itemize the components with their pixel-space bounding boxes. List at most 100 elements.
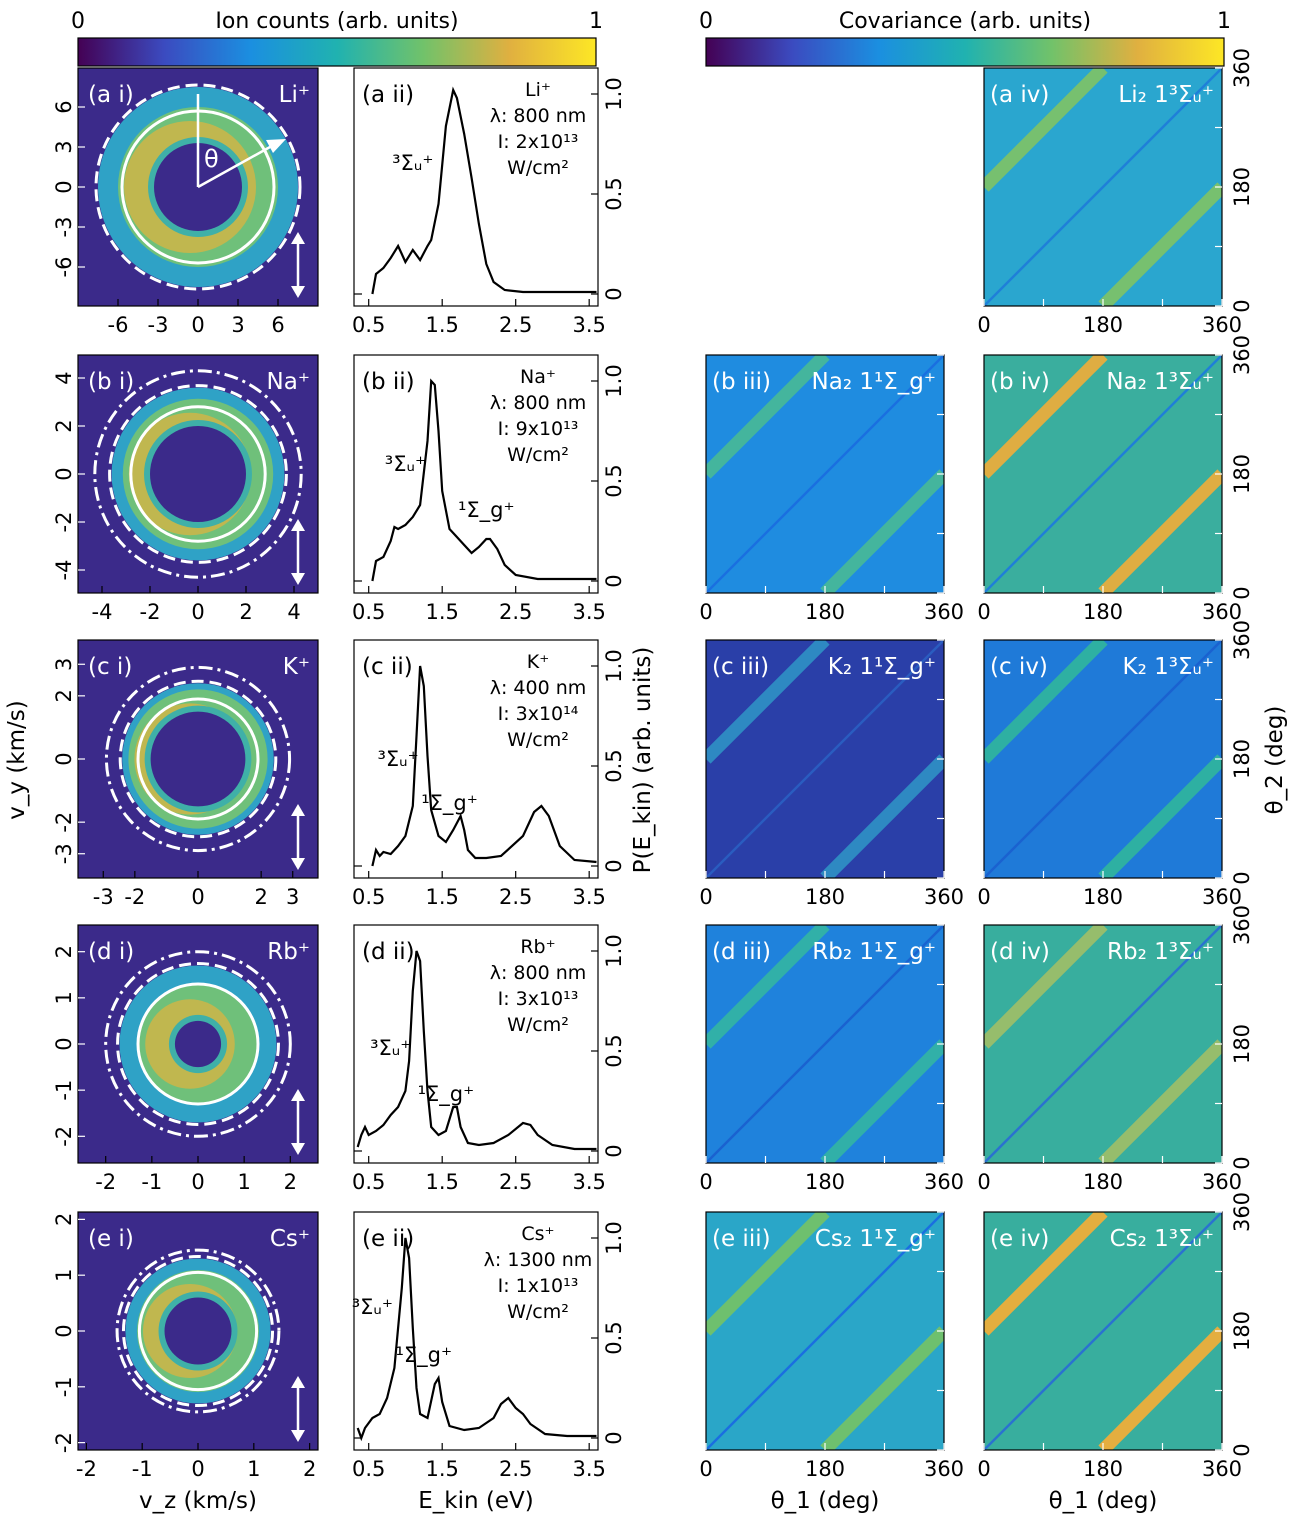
panel-label: (c iv) [990,654,1048,680]
spectrum-unit: W/cm² [507,1014,569,1036]
ion-label: Li⁺ [279,82,310,108]
p-tick-label: 1.0 [602,934,626,967]
cov-features [984,640,1222,878]
cov-colorbar-max: 1 [1217,9,1231,34]
cov-features [984,1212,1222,1450]
theta2-tick-label: 360 [1230,620,1254,660]
vz-tick-label: 0 [191,885,204,909]
theta1-tick-label: 180 [805,885,845,909]
ion-colorbar-max: 1 [589,9,603,34]
vz-tick-label: 4 [287,600,300,624]
cov-upper-band [984,640,1108,764]
vz-tick-label: 2 [254,885,267,909]
vmi-dashed-circle [108,384,288,564]
cov-lower-band [820,1326,944,1450]
spectrum-ion: Cs⁺ [521,1223,554,1245]
spectrum-wavelength: λ: 800 nm [490,105,587,127]
spectrum-unit: W/cm² [507,1301,569,1323]
theta1-axis-label-iii: θ_1 (deg) [771,1488,880,1514]
state-label: Li₂ 1³Σᵤ⁺ [1118,82,1214,108]
ekin-tick-label: 1.5 [425,313,458,337]
cov-lower-band [820,1039,944,1163]
arrow-head-up [291,232,305,244]
cov-iii-d: 0 180 360 (d iii) Rb₂ 1¹Σ_g⁺ [699,924,964,1194]
vz-tick-label: 0 [191,313,204,337]
cov-diagonal [706,1212,944,1450]
cov-colorbar-label: Covariance (arb. units) [839,9,1091,34]
vmi-dashdot-circle [115,1248,281,1414]
vy-tick-label: 0 [52,752,76,765]
panel-label: (e iv) [990,1226,1049,1252]
vy-axis-label: v_y (km/s) [4,700,30,819]
ekin-tick-label: 2.5 [499,1457,532,1481]
cov-upper-band [706,640,830,764]
spectrum-wavelength: λ: 400 nm [490,677,587,699]
vy-tick-label: -1 [52,1376,76,1397]
spectrum-e: 0.5 1.5 2.5 3.5 0 0.5 1.0 (e ii) Cs⁺ λ: 1300 nm I:… [352,1211,626,1481]
p-tick-label: 0 [602,287,626,300]
theta1-tick-label: 180 [1083,600,1123,624]
vmi-solid-circle [136,982,260,1106]
vz-tick-label: -6 [108,313,129,337]
vy-tick-label: -3 [52,843,76,864]
vz-tick-label: -1 [141,1170,162,1194]
spectrum-wavelength: λ: 800 nm [490,962,587,984]
theta1-tick-label: 180 [805,1170,845,1194]
peak-label: ¹Σ_g⁺ [418,1082,475,1107]
ion-label: K⁺ [283,654,310,680]
vmi-dashdot-circle [104,665,292,853]
vy-tick-label: -1 [52,1080,76,1101]
theta1-tick-label: 0 [699,1457,712,1481]
p-tick-label: 0 [602,1144,626,1157]
panel-label: (d i) [88,939,134,965]
spectrum-line [371,665,597,867]
p-tick-label: 0.5 [602,464,626,497]
spectrum-ion: Na⁺ [520,366,556,388]
cov-features [984,68,1222,306]
vy-tick-label: -4 [52,560,76,581]
theta2-tick-label: 0 [1230,1156,1254,1169]
state-label: Cs₂ 1³Σᵤ⁺ [1110,1226,1214,1252]
spectrum-intensity: I: 2x10¹³ [498,131,579,153]
vmi-dashed-circle [121,1254,275,1408]
cov-lower-band [820,469,944,593]
p-tick-label: 0.5 [602,1034,626,1067]
cov-iii-b: 0 180 360 (b iii) Na₂ 1¹Σ_g⁺ [699,354,964,624]
cov-iv-a: 0 0 180 180 360 360 (a iv) Li₂ 1³Σᵤ⁺ [977,48,1254,337]
theta1-tick-label: 0 [977,1170,990,1194]
ekin-tick-label: 1.5 [425,885,458,909]
theta1-tick-label: 360 [924,1170,964,1194]
p-tick-label: 1.0 [602,364,626,397]
vy-tick-label: 2 [52,689,76,702]
ekin-tick-label: 2.5 [499,313,532,337]
vz-tick-label: 6 [271,313,284,337]
theta2-tick-label: 180 [1230,1024,1254,1064]
theta1-tick-label: 180 [805,1457,845,1481]
cov-upper-band [984,68,1108,192]
p-tick-label: 0.5 [602,749,626,782]
peak-label: ³Σᵤ⁺ [370,1036,411,1060]
spectrum-c: 0.5 1.5 2.5 3.5 0 0.5 1.0 (c ii) K⁺ λ: 400 nm I: 3… [352,639,626,909]
peak-label: ¹Σ_g⁺ [396,1343,453,1368]
state-label: Rb₂ 1³Σᵤ⁺ [1107,939,1214,965]
cov-upper-band [706,925,830,1049]
vz-tick-label: -2 [95,1170,116,1194]
vmi-hole [150,426,246,522]
theta1-tick-label: 180 [1083,1457,1123,1481]
cov-iv-d: 0 0 180 180 360 360 (d iv) Rb₂ 1³Σᵤ⁺ [977,905,1254,1194]
spectrum-line [356,1237,597,1442]
vy-tick-label: 1 [52,991,76,1004]
panel-label: (b iii) [712,369,771,395]
cov-diagonal [706,925,944,1163]
state-label: Na₂ 1¹Σ_g⁺ [812,369,936,395]
arrow-head-down [291,1143,305,1155]
theta1-tick-label: 0 [699,885,712,909]
panel-label: (c iii) [712,654,769,680]
vy-tick-label: -3 [52,217,76,238]
spectrum-ion: K⁺ [527,651,550,673]
p-tick-label: 0.5 [602,1321,626,1354]
cov-lower-band [820,754,944,878]
cov-features [984,925,1222,1163]
arrow-head-down [291,1430,305,1442]
panel-label: (b ii) [362,369,415,395]
